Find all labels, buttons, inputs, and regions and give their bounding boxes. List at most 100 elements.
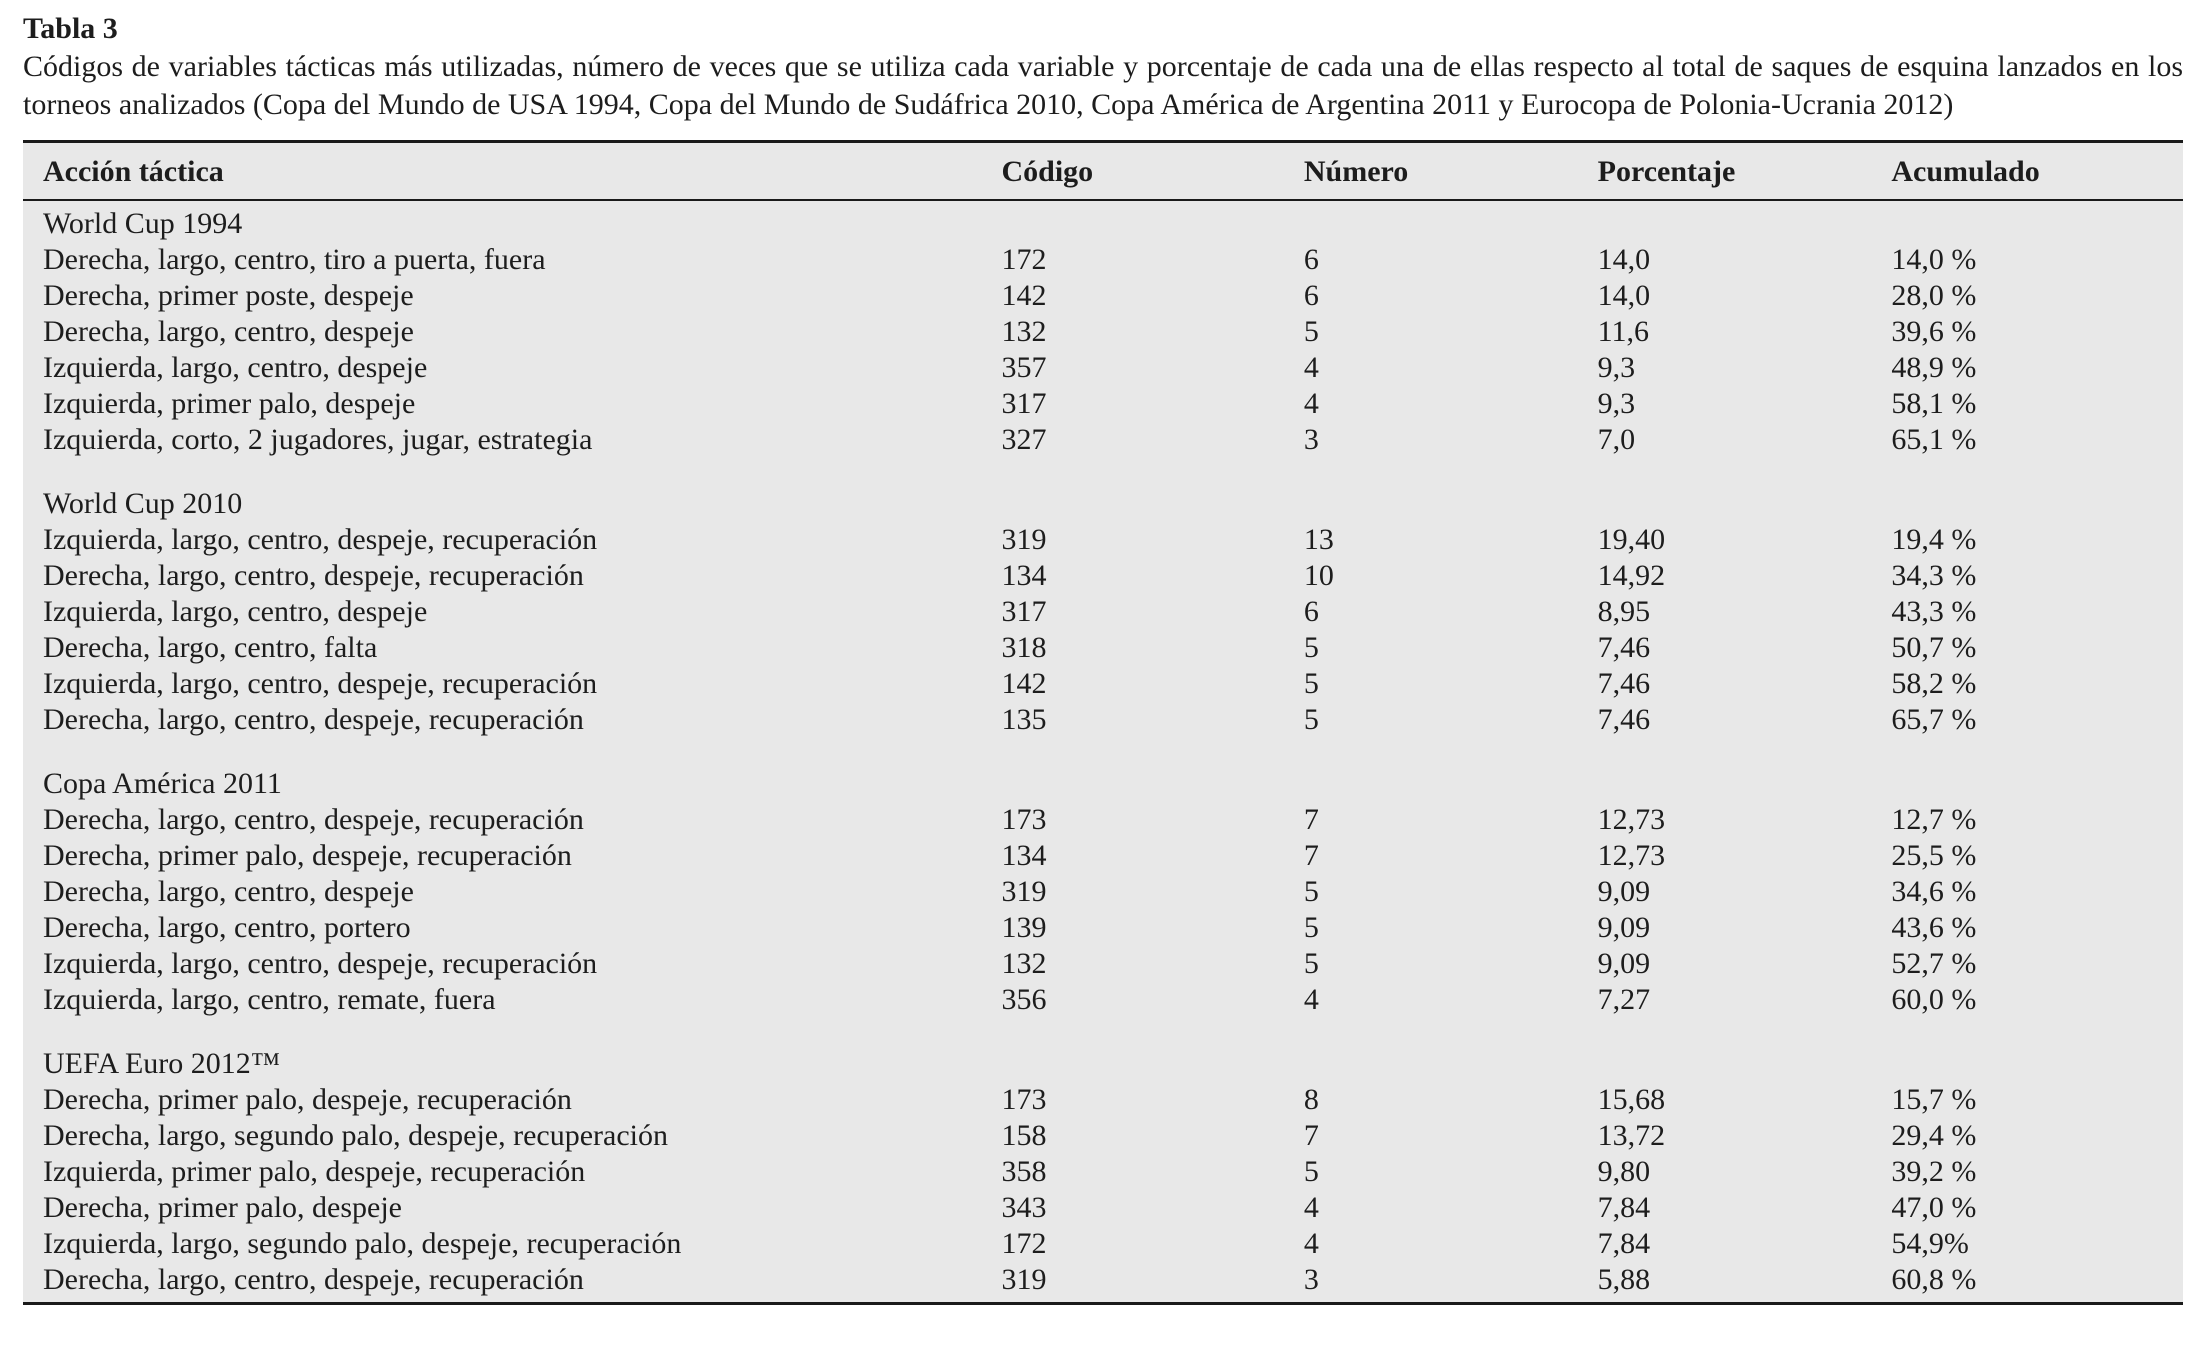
cell-numero: 3 bbox=[1303, 1263, 1319, 1296]
cell-codigo: 327 bbox=[1001, 423, 1047, 456]
cell-numero: 4 bbox=[1303, 351, 1319, 384]
section-title: World Cup 2010 bbox=[43, 487, 243, 520]
cell-porcentaje: 7,84 bbox=[1597, 1191, 1651, 1224]
cell-codigo: 134 bbox=[1001, 839, 1047, 872]
cell-accion: Izquierda, largo, centro, despeje, recup… bbox=[43, 667, 598, 700]
cell-porcentaje: 7,84 bbox=[1597, 1227, 1651, 1260]
table-row: Derecha, largo, centro, despeje, recuper… bbox=[23, 702, 2183, 738]
cell-accion: Izquierda, largo, segundo palo, despeje,… bbox=[43, 1227, 682, 1260]
column-header-numero: Número bbox=[1303, 141, 1598, 201]
cell-accion: Derecha, largo, centro, despeje, recuper… bbox=[43, 1263, 584, 1296]
cell-numero: 4 bbox=[1303, 1227, 1319, 1260]
cell-accion: Derecha, primer palo, despeje, recuperac… bbox=[43, 1083, 572, 1116]
table-row: Izquierda, largo, centro, despeje, recup… bbox=[23, 666, 2183, 702]
cell-porcentaje: 7,46 bbox=[1597, 667, 1651, 700]
cell-accion: Izquierda, primer palo, despeje bbox=[43, 387, 416, 420]
cell-accion: Derecha, largo, centro, tiro a puerta, f… bbox=[43, 243, 546, 276]
cell-codigo: 317 bbox=[1001, 595, 1047, 628]
cell-acumulado: 25,5 % bbox=[1891, 839, 1977, 872]
cell-numero: 5 bbox=[1303, 703, 1319, 736]
cell-codigo: 135 bbox=[1001, 703, 1047, 736]
column-header-codigo: Código bbox=[1001, 141, 1304, 201]
section-title: Copa América 2011 bbox=[43, 767, 282, 800]
table-row: Izquierda, largo, centro, despeje, recup… bbox=[23, 946, 2183, 982]
cell-codigo: 173 bbox=[1001, 1083, 1047, 1116]
section-header-row: Copa América 2011 bbox=[23, 738, 2183, 802]
cell-numero: 5 bbox=[1303, 911, 1319, 944]
cell-accion: Izquierda, largo, centro, despeje bbox=[43, 595, 428, 628]
tactical-variables-table: Acción táctica Código Número Porcentaje … bbox=[23, 140, 2183, 1305]
table-row: Izquierda, largo, centro, despeje 357 4 9,3… bbox=[23, 350, 2183, 386]
cell-accion: Derecha, primer palo, despeje bbox=[43, 1191, 402, 1224]
cell-numero: 7 bbox=[1303, 803, 1319, 836]
cell-porcentaje: 7,27 bbox=[1597, 983, 1651, 1016]
table-row: Izquierda, primer palo, despeje, recuper… bbox=[23, 1154, 2183, 1190]
table-body: World Cup 1994 Derecha, largo, centro, ti… bbox=[23, 200, 2183, 1304]
cell-codigo: 356 bbox=[1001, 983, 1047, 1016]
cell-numero: 6 bbox=[1303, 243, 1319, 276]
cell-acumulado: 65,7 % bbox=[1891, 703, 1977, 736]
cell-porcentaje: 9,09 bbox=[1597, 875, 1651, 908]
cell-accion: Derecha, largo, centro, despeje bbox=[43, 315, 414, 348]
table-row: Izquierda, largo, centro, despeje, recup… bbox=[23, 522, 2183, 558]
cell-porcentaje: 8,95 bbox=[1597, 595, 1651, 628]
cell-numero: 7 bbox=[1303, 839, 1319, 872]
table-row: Derecha, largo, centro, despeje 319 5 9,09 3… bbox=[23, 874, 2183, 910]
cell-acumulado: 19,4 % bbox=[1891, 523, 1977, 556]
cell-porcentaje: 11,6 bbox=[1597, 315, 1650, 348]
section-header-row: World Cup 2010 bbox=[23, 458, 2183, 522]
cell-porcentaje: 7,0 bbox=[1597, 423, 1636, 456]
table-row: Derecha, primer poste, despeje 142 6 14,0 28… bbox=[23, 278, 2183, 314]
cell-codigo: 173 bbox=[1001, 803, 1047, 836]
cell-codigo: 142 bbox=[1001, 279, 1047, 312]
cell-acumulado: 58,1 % bbox=[1891, 387, 1977, 420]
table-caption-label: Tabla 3 bbox=[23, 12, 118, 45]
cell-numero: 4 bbox=[1303, 387, 1319, 420]
table-row: Derecha, primer palo, despeje, recuperac… bbox=[23, 838, 2183, 874]
cell-codigo: 139 bbox=[1001, 911, 1047, 944]
cell-porcentaje: 9,09 bbox=[1597, 947, 1651, 980]
table-row: Derecha, largo, centro, despeje, recuper… bbox=[23, 558, 2183, 594]
cell-acumulado: 39,2 % bbox=[1891, 1155, 1977, 1188]
cell-porcentaje: 13,72 bbox=[1597, 1119, 1666, 1152]
cell-numero: 6 bbox=[1303, 279, 1319, 312]
cell-codigo: 343 bbox=[1001, 1191, 1047, 1224]
cell-numero: 4 bbox=[1303, 1191, 1319, 1224]
cell-acumulado: 34,3 % bbox=[1891, 559, 1977, 592]
cell-codigo: 134 bbox=[1001, 559, 1047, 592]
cell-numero: 6 bbox=[1303, 595, 1319, 628]
cell-codigo: 358 bbox=[1001, 1155, 1047, 1188]
table-row: Derecha, largo, centro, despeje, recuper… bbox=[23, 1262, 2183, 1304]
cell-accion: Derecha, largo, centro, despeje bbox=[43, 875, 414, 908]
cell-acumulado: 29,4 % bbox=[1891, 1119, 1977, 1152]
cell-porcentaje: 12,73 bbox=[1597, 803, 1666, 836]
cell-acumulado: 60,8 % bbox=[1891, 1263, 1977, 1296]
header-row: Acción táctica Código Número Porcentaje … bbox=[23, 141, 2183, 201]
cell-acumulado: 65,1 % bbox=[1891, 423, 1977, 456]
table-row: Derecha, largo, centro, despeje, recuper… bbox=[23, 802, 2183, 838]
cell-acumulado: 60,0 % bbox=[1891, 983, 1977, 1016]
table-caption-text: Códigos de variables tácticas más utiliz… bbox=[23, 50, 2183, 121]
cell-accion: Derecha, largo, centro, despeje, recuper… bbox=[43, 803, 584, 836]
cell-codigo: 319 bbox=[1001, 523, 1047, 556]
table-row: Derecha, largo, centro, despeje 132 5 11,6 3… bbox=[23, 314, 2183, 350]
cell-codigo: 132 bbox=[1001, 947, 1047, 980]
table-row: Izquierda, corto, 2 jugadores, jugar, es… bbox=[23, 422, 2183, 458]
cell-accion: Derecha, primer poste, despeje bbox=[43, 279, 414, 312]
cell-numero: 5 bbox=[1303, 315, 1319, 348]
cell-accion: Derecha, largo, centro, despeje, recuper… bbox=[43, 559, 584, 592]
column-header-acumulado: Acumulado bbox=[1891, 141, 2183, 201]
cell-numero: 4 bbox=[1303, 983, 1319, 1016]
cell-accion: Derecha, largo, segundo palo, despeje, r… bbox=[43, 1119, 669, 1152]
cell-acumulado: 15,7 % bbox=[1891, 1083, 1977, 1116]
cell-codigo: 318 bbox=[1001, 631, 1047, 664]
cell-accion: Derecha, largo, centro, despeje, recuper… bbox=[43, 703, 584, 736]
cell-acumulado: 50,7 % bbox=[1891, 631, 1977, 664]
cell-acumulado: 28,0 % bbox=[1891, 279, 1977, 312]
cell-codigo: 132 bbox=[1001, 315, 1047, 348]
cell-numero: 10 bbox=[1303, 559, 1334, 592]
cell-codigo: 142 bbox=[1001, 667, 1047, 700]
cell-porcentaje: 5,88 bbox=[1597, 1263, 1651, 1296]
column-header-accion-tactica: Acción táctica bbox=[23, 141, 1002, 201]
cell-acumulado: 52,7 % bbox=[1891, 947, 1977, 980]
